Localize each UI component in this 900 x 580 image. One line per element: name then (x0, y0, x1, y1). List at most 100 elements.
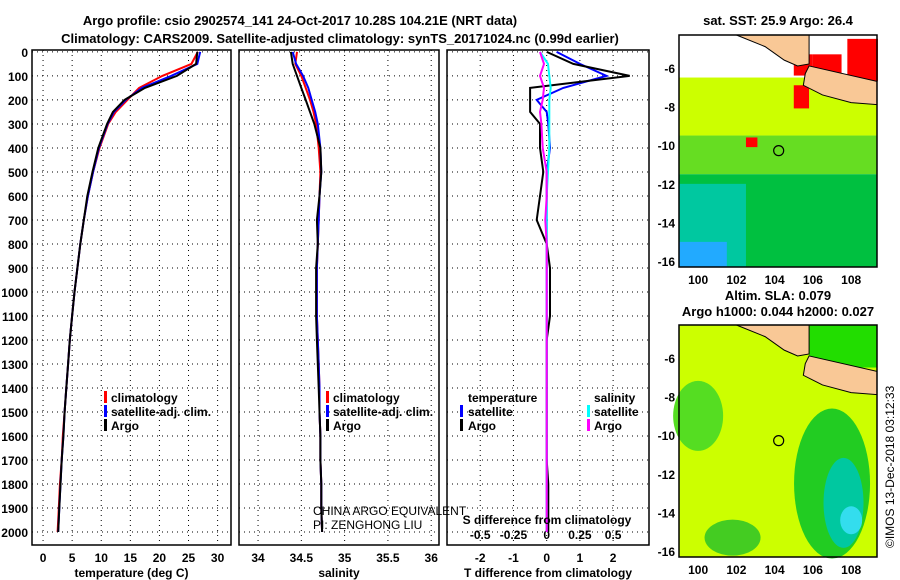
map-frame (678, 34, 878, 268)
x-tick-label: 30 (211, 551, 225, 565)
sla-patch (823, 457, 864, 548)
legend-label: Argo (594, 419, 622, 433)
x-tick-label: -1 (508, 551, 519, 565)
legend-label: Argo (468, 419, 496, 433)
legend-label: Argo (333, 419, 361, 433)
series-line-satellite-adj-clim- (291, 51, 324, 533)
x-tick-label: 34.5 (290, 551, 314, 565)
depth-tick-label: 1400 (1, 382, 28, 396)
legend-label: climatology (333, 391, 400, 405)
lat-tick-label: -16 (658, 255, 676, 269)
sla-patch (673, 380, 724, 451)
x-tick-label: 25 (182, 551, 196, 565)
depth-tick-label: 1200 (1, 334, 28, 348)
temperature-panel: 0 5 10 15 20 25 300100200300400500600700800900… (1, 46, 232, 580)
sla-map: 100 102 104 106 108 -6 -8 -10 -12 -14 -16 (658, 324, 878, 577)
title-line-1: Argo profile: csio 2902574_141 24-Oct-20… (83, 13, 517, 28)
x-tick-label: 35 (338, 551, 352, 565)
lon-tick-label: 108 (841, 563, 861, 577)
difference-panel: -2 -1 0 1 2 -0.5 -0.25 0 0.25 0.5 T difference fro… (446, 49, 650, 580)
argo-position-marker (773, 435, 785, 447)
x-tick-label: -2 (475, 551, 486, 565)
legend-swatch-t-argo (460, 419, 463, 431)
sst-hot-patch (793, 85, 810, 109)
depth-tick-label: 800 (8, 238, 28, 252)
difference-legend: temperature satellite Argo salinity sate… (460, 391, 639, 433)
depth-tick-label: 300 (8, 118, 28, 132)
depth-tick-label: 900 (8, 262, 28, 276)
lat-tick-label: -14 (658, 217, 676, 231)
legend-label: satellite (594, 405, 639, 419)
legend-title-salinity: salinity (594, 391, 636, 405)
x-tick-label: 0 (40, 551, 47, 565)
depth-tick-label: 1900 (1, 502, 28, 516)
depth-tick-label: 700 (8, 214, 28, 228)
lon-tick-label: 100 (688, 563, 708, 577)
lat-tick-label: -16 (658, 545, 676, 559)
title-line-2: Climatology: CARS2009. Satellite-adjuste… (61, 31, 619, 46)
x-tick-label: 2 (610, 551, 617, 565)
depth-tick-label: 1500 (1, 406, 28, 420)
sst-map: 100 102 104 106 108 -6 -8 -10 -12 -14 -16 (658, 34, 878, 287)
series-line-argo (57, 51, 199, 533)
x-tick-label: 20 (153, 551, 167, 565)
lon-tick-label: 102 (726, 563, 746, 577)
x-tick-label: 1 (577, 551, 584, 565)
lon-tick-label: 106 (803, 273, 823, 287)
temperature-legend: climatology satellite-adj. clim. Argo (104, 391, 211, 433)
salinity-panel: 34 34.5 35 35.5 36 salinity (238, 49, 440, 580)
legend-swatch-s-satellite (587, 405, 590, 417)
lon-tick-label: 100 (688, 273, 708, 287)
s-diff-tick-label: 0.25 (568, 528, 592, 542)
plot-frame (238, 49, 440, 546)
annotation-line-1: CHINA ARGO EQUIVALENT (313, 504, 467, 518)
lat-tick-label: -14 (658, 507, 676, 521)
plot-frame (446, 49, 650, 546)
lat-tick-label: -6 (664, 352, 675, 366)
s-diff-axis-label: S difference from climatology (463, 513, 632, 527)
x-axis-label: salinity (318, 566, 360, 580)
depth-tick-label: 100 (8, 70, 28, 84)
sst-hot-patch (847, 38, 878, 82)
lon-tick-label: 102 (726, 273, 746, 287)
lat-tick-label: -6 (664, 62, 675, 76)
lat-tick-label: -12 (658, 468, 676, 482)
lat-tick-label: -10 (658, 429, 676, 443)
depth-tick-label: 200 (8, 94, 28, 108)
x-tick-label: 5 (69, 551, 76, 565)
lat-tick-label: -12 (658, 178, 676, 192)
depth-tick-label: 1000 (1, 286, 28, 300)
depth-tick-label: 1700 (1, 454, 28, 468)
lat-tick-label: -8 (664, 391, 675, 405)
legend-label: climatology (111, 391, 178, 405)
depth-tick-label: 1100 (2, 310, 28, 324)
sla-patch (704, 519, 761, 556)
x-tick-label: 0 (543, 551, 550, 565)
lon-tick-label: 104 (765, 273, 785, 287)
x-axis-label: T difference from climatology (464, 566, 632, 580)
sst-map-title: sat. SST: 25.9 Argo: 26.4 (703, 13, 854, 28)
depth-tick-label: 1600 (1, 430, 28, 444)
legend-swatch-climatology (326, 391, 329, 403)
depth-tick-label: 400 (8, 142, 28, 156)
lat-tick-label: -8 (664, 101, 675, 115)
depth-tick-label: 1300 (1, 358, 28, 372)
series-line-s-argo (538, 51, 548, 532)
lon-tick-label: 106 (803, 563, 823, 577)
x-tick-label: 15 (124, 551, 138, 565)
x-axis-label: temperature (deg C) (74, 566, 188, 580)
salinity-legend: climatology satellite-adj. clim. Argo CH… (313, 391, 467, 532)
map-frame (678, 324, 878, 558)
depth-tick-label: 1800 (1, 478, 28, 492)
legend-label: satellite-adj. clim. (111, 405, 211, 419)
x-tick-label: 35.5 (376, 551, 400, 565)
legend-swatch-climatology (104, 391, 107, 403)
lon-tick-label: 104 (765, 563, 785, 577)
sst-band (679, 241, 727, 267)
x-tick-label: 34 (251, 551, 265, 565)
sla-patch (840, 506, 863, 535)
legend-swatch-argo (104, 419, 107, 431)
legend-label: satellite-adj. clim. (333, 405, 433, 419)
s-diff-tick-label: -0.5 (470, 528, 491, 542)
